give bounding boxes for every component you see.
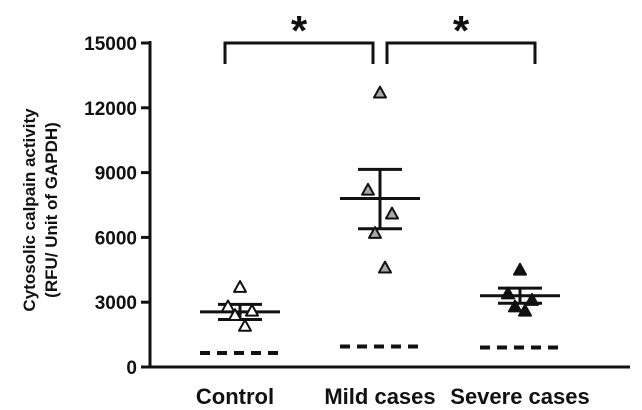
y-ticks: 0 3000 6000 9000 12000 15000	[84, 34, 150, 379]
x-category-labels: Control Mild cases Severe cases	[196, 384, 590, 409]
y-tick-label: 9000	[95, 164, 137, 185]
data-point-triangle	[513, 262, 527, 276]
data-point-triangle	[508, 299, 522, 313]
data-point-triangle	[361, 182, 375, 196]
data-point-triangle	[233, 280, 247, 293]
data-point-triangle	[228, 308, 242, 321]
significance-brackets: * *	[223, 7, 537, 64]
y-tick-label: 0	[126, 358, 137, 379]
y-axis-label-line-2: (RFU/ Unit of GAPDH)	[42, 122, 61, 298]
data-point-triangle	[525, 293, 539, 306]
group-control	[200, 280, 280, 355]
y-axis-label-line-1: Cytosolic calpain activity	[20, 108, 39, 312]
axes	[148, 41, 630, 369]
data-point-triangle	[501, 286, 515, 300]
y-tick-label: 3000	[95, 293, 137, 314]
data-groups	[200, 85, 560, 355]
x-category-label: Control	[196, 384, 274, 409]
significance-star: *	[291, 7, 308, 54]
x-category-label: Mild cases	[324, 384, 435, 409]
y-axis-label: Cytosolic calpain activity (RFU/ Unit of…	[20, 108, 61, 312]
group-severe-cases	[480, 262, 560, 350]
y-tick-label: 15000	[84, 34, 137, 55]
data-point-triangle	[368, 226, 382, 239]
significance-star: *	[453, 7, 470, 54]
significance-bracket	[385, 41, 537, 64]
significance-bracket	[223, 41, 375, 64]
x-category-label: Severe cases	[450, 384, 589, 409]
data-point-triangle	[221, 299, 235, 313]
data-point-triangle	[385, 206, 399, 220]
data-point-triangle	[518, 303, 532, 317]
y-tick-label: 6000	[95, 228, 137, 249]
y-tick-label: 12000	[84, 99, 137, 120]
data-point-triangle	[245, 303, 259, 317]
group-mild-cases	[340, 85, 420, 349]
data-point-triangle	[373, 85, 387, 99]
data-point-triangle	[378, 260, 392, 274]
data-point-triangle	[238, 318, 252, 332]
